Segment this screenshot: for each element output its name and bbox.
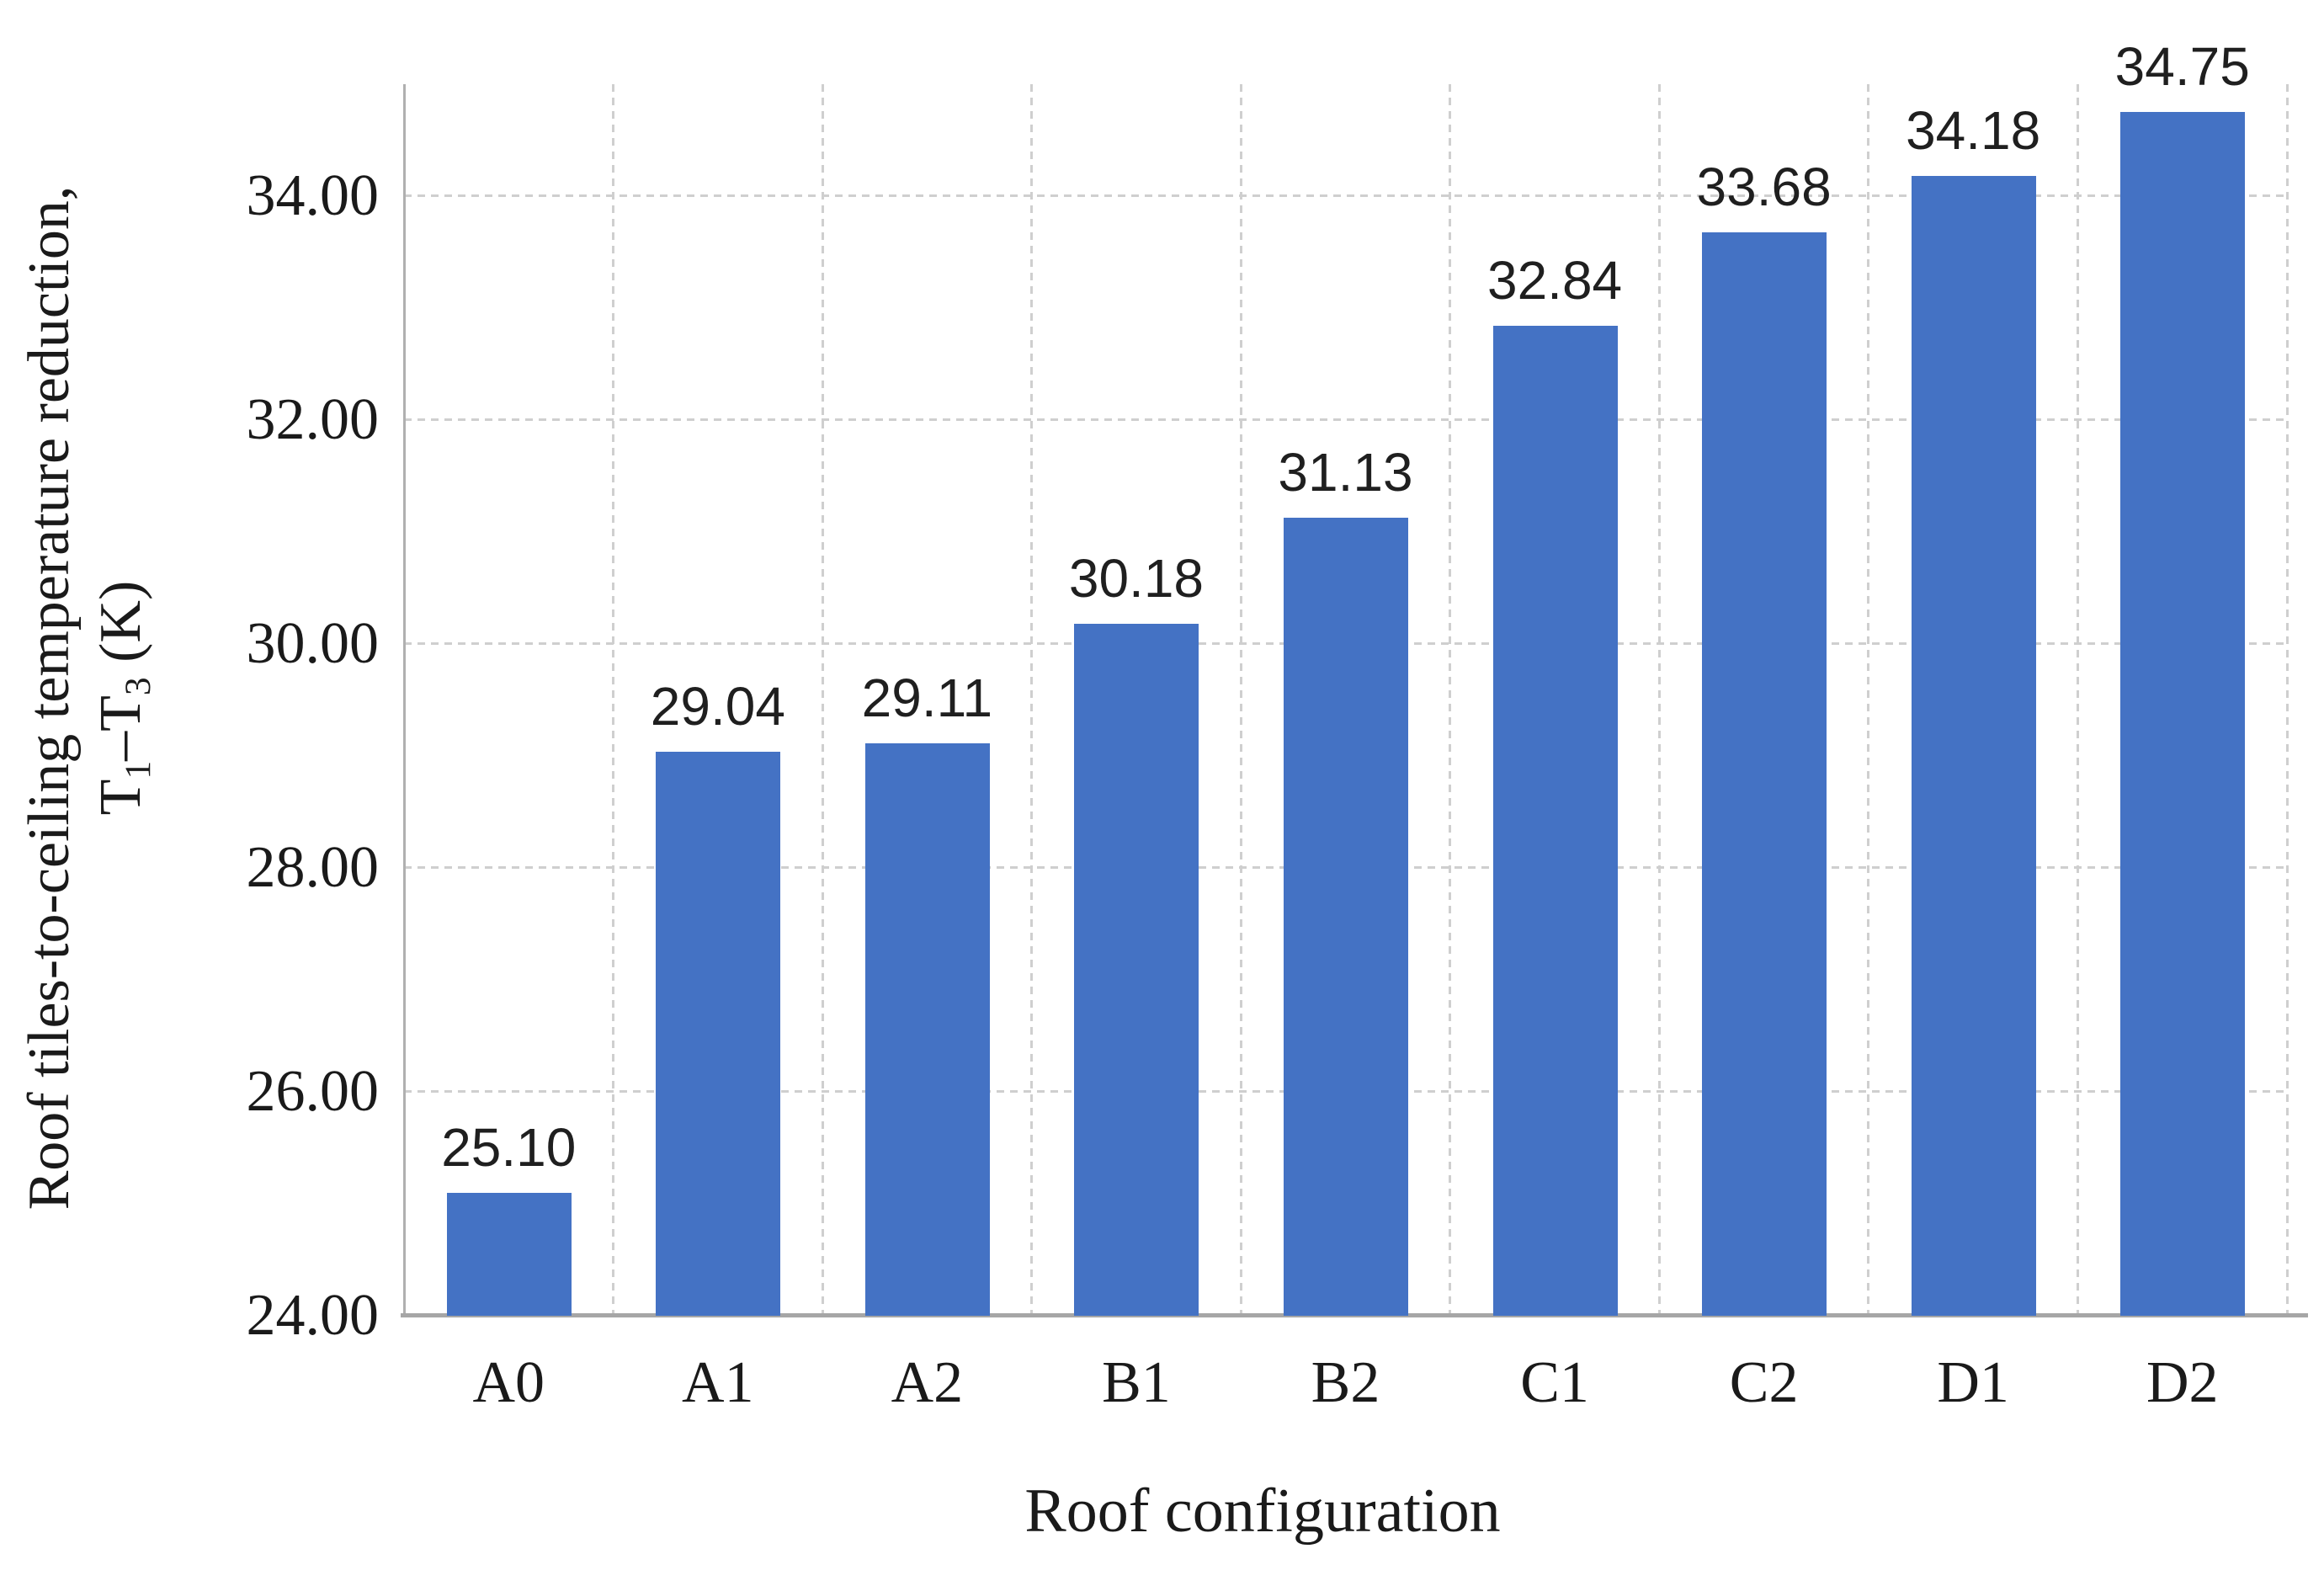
vertical-gridline <box>612 84 615 1316</box>
bar-value-label: 32.84 <box>1486 250 1623 311</box>
bar-value-label: 29.04 <box>650 675 785 737</box>
y-tick-label: 28.00 <box>246 835 380 900</box>
bar-A0 <box>446 1192 572 1316</box>
bar-value-label: 31.13 <box>1278 441 1413 503</box>
x-category-label-A1: A1 <box>682 1350 754 1415</box>
y-axis-line <box>403 84 406 1316</box>
x-category-label-C2: C2 <box>1729 1350 1799 1415</box>
y-axis-title-line1: Roof tiles-to-ceiling temperature reduct… <box>17 185 82 1211</box>
bar-value-label: 33.68 <box>1696 156 1832 217</box>
t1-subscript: 1 <box>118 760 159 780</box>
vertical-gridline <box>2285 84 2289 1316</box>
x-category-label-A0: A0 <box>472 1350 545 1415</box>
x-category-label-B2: B2 <box>1311 1350 1380 1415</box>
bar-B2 <box>1284 517 1408 1316</box>
bar-C1 <box>1492 326 1618 1316</box>
vertical-gridline <box>1239 84 1242 1316</box>
y-tick-label: 24.00 <box>246 1283 380 1348</box>
vertical-gridline <box>1657 84 1661 1316</box>
x-category-label-D1: D1 <box>1937 1350 2009 1415</box>
x-category-label-C1: C1 <box>1520 1350 1589 1415</box>
plot-area: 25.10 29.04 29.11 30.18 31.13 32.84 33.68 34.18… <box>401 40 2308 1317</box>
y-tick-label: 34.00 <box>246 163 380 228</box>
vertical-gridline <box>1030 84 1034 1316</box>
y-tick-label: 30.00 <box>246 611 380 676</box>
x-category-label-A2: A2 <box>891 1350 964 1415</box>
vertical-gridline <box>1867 84 1870 1316</box>
bar-value-label: 34.18 <box>1906 100 2041 162</box>
bar-B1 <box>1074 624 1199 1316</box>
bar-A1 <box>656 751 781 1316</box>
t3-subscript: 3 <box>118 677 159 696</box>
x-category-label-D2: D2 <box>2146 1350 2219 1415</box>
y-tick-label: 26.00 <box>246 1059 380 1124</box>
x-axis-title: Roof configuration <box>1024 1477 1501 1546</box>
bar-value-label: 29.11 <box>861 668 993 729</box>
vertical-gridline <box>2076 84 2079 1316</box>
horizontal-gridline <box>404 418 2287 421</box>
vertical-gridline <box>1449 84 1452 1316</box>
y-axis-title: Roof tiles-to-ceiling temperature reduct… <box>13 67 163 1329</box>
vertical-gridline <box>821 84 824 1316</box>
y-tick-label: 32.00 <box>246 387 380 452</box>
bar-D2 <box>2120 112 2246 1316</box>
bar-value-label: 25.10 <box>441 1116 577 1178</box>
x-category-label-B1: B1 <box>1102 1350 1171 1415</box>
bar-A2 <box>864 743 990 1316</box>
bar-value-label: 34.75 <box>2114 36 2250 98</box>
bar-D1 <box>1911 176 2036 1316</box>
bar-value-label: 30.18 <box>1068 548 1205 609</box>
bar-C2 <box>1702 232 1827 1316</box>
horizontal-gridline <box>404 194 2287 197</box>
